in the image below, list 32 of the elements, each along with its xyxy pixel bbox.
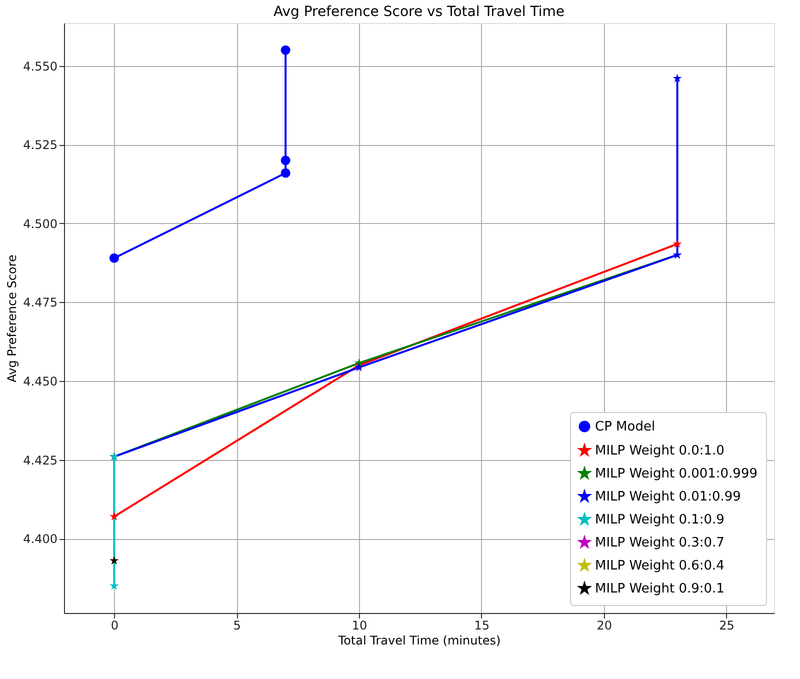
point [280, 168, 290, 178]
y-tick-label: 4.425 [23, 453, 58, 468]
legend-label: MILP Weight 0.6:0.4 [595, 558, 724, 574]
legend-label: MILP Weight 0.0:1.0 [595, 444, 724, 458]
x-tick-label: 0 [110, 618, 119, 632]
legend-label: MILP Weight 0.3:0.7 [595, 536, 724, 550]
y-tick-label: 4.525 [23, 138, 58, 152]
x-tick-label: 5 [233, 618, 241, 632]
point [280, 156, 290, 166]
x-tick-label: 25 [719, 618, 734, 632]
legend-label: CP Model [595, 420, 656, 434]
point [672, 74, 682, 82]
y-tick-label: 4.475 [23, 296, 58, 310]
y-tick-label: 4.450 [23, 374, 58, 389]
x-tick-label: 20 [596, 618, 612, 632]
x-tick-label: 10 [352, 618, 368, 632]
legend-label: MILP Weight 0.1:0.9 [595, 512, 724, 528]
chart-title: Avg Preference Score vs Total Travel Time [273, 4, 565, 20]
point [672, 239, 682, 248]
point [110, 512, 119, 520]
point [280, 45, 290, 55]
y-tick-label: 4.400 [23, 532, 58, 546]
legend-label: MILP Weight 0.001:0.999 [595, 466, 758, 482]
y-tick-label: 4.550 [23, 59, 58, 74]
point [110, 556, 119, 565]
x-tick-label: 15 [474, 618, 490, 632]
y-tick-label: 4.500 [23, 216, 58, 231]
y-axis-title: Avg Preference Score [5, 254, 20, 382]
legend-label: MILP Weight 0.01:0.99 [595, 490, 741, 504]
legend-label: MILP Weight 0.9:0.1 [595, 582, 724, 596]
point [109, 253, 119, 263]
x-axis-title: Total Travel Time (minutes) [337, 634, 501, 648]
